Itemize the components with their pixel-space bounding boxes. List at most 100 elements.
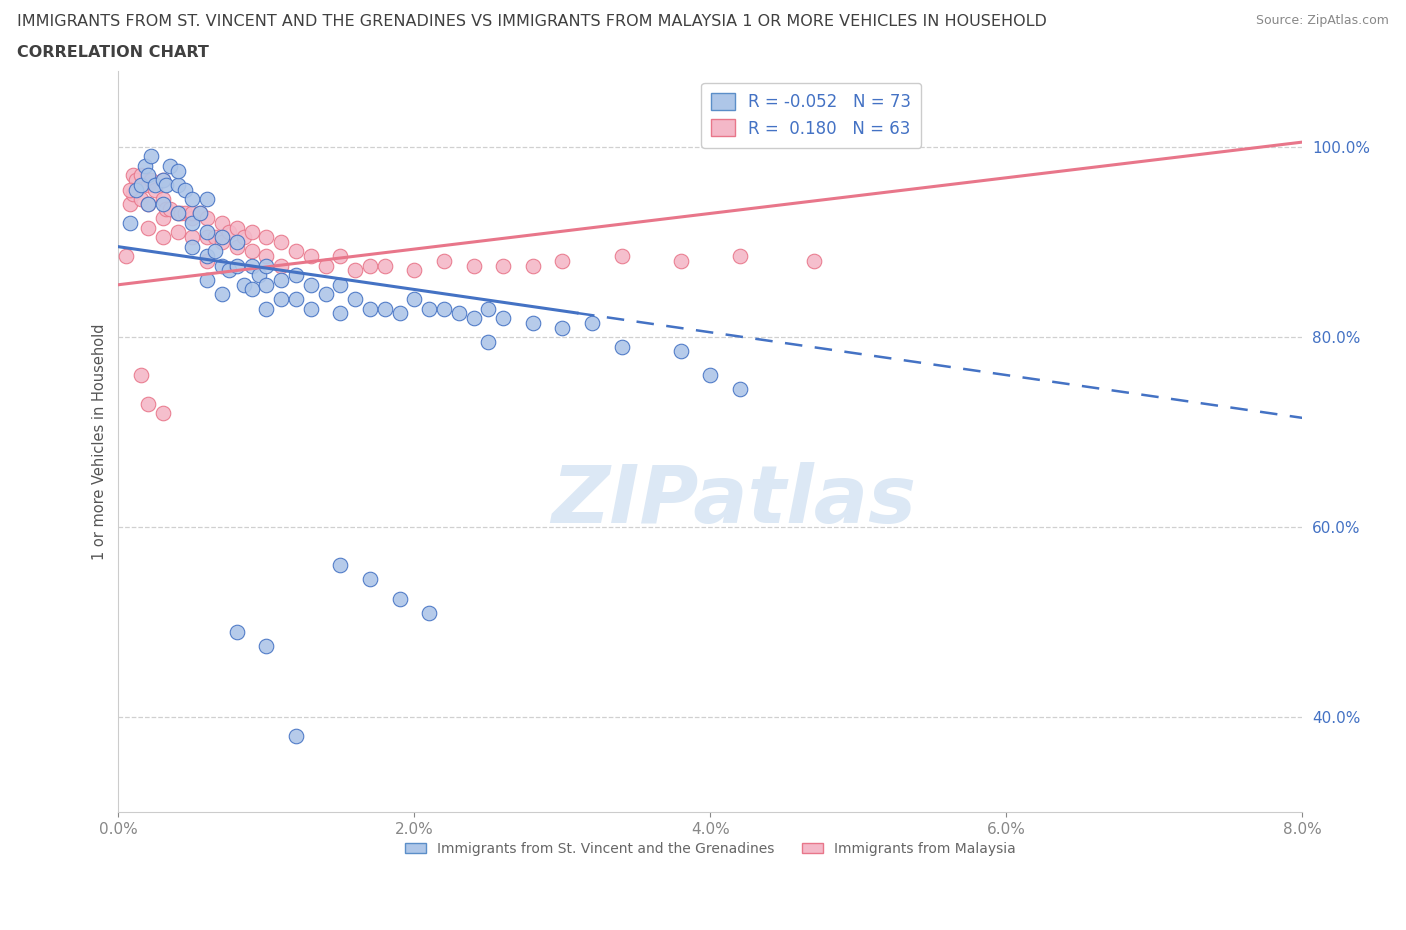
Point — [285, 292, 308, 307]
Point — [285, 729, 308, 744]
Point — [463, 311, 485, 325]
Point — [344, 263, 367, 278]
Point — [181, 192, 204, 206]
Point — [115, 248, 138, 263]
Point — [270, 234, 292, 249]
Point — [477, 335, 499, 350]
Point — [145, 182, 167, 197]
Point — [195, 254, 218, 269]
Text: CORRELATION CHART: CORRELATION CHART — [17, 45, 208, 60]
Point — [522, 259, 544, 273]
Point — [329, 277, 352, 292]
Point — [315, 286, 337, 301]
Point — [181, 211, 204, 226]
Point — [315, 259, 337, 273]
Point — [359, 301, 381, 316]
Y-axis label: 1 or more Vehicles in Household: 1 or more Vehicles in Household — [93, 324, 107, 560]
Point — [240, 282, 263, 297]
Point — [433, 254, 456, 269]
Point — [254, 639, 277, 654]
Point — [125, 173, 148, 188]
Point — [669, 254, 692, 269]
Point — [174, 206, 197, 220]
Point — [195, 272, 218, 287]
Point — [195, 192, 218, 206]
Point — [388, 591, 411, 606]
Point — [152, 192, 174, 206]
Point — [344, 292, 367, 307]
Point — [492, 311, 515, 325]
Point — [211, 259, 233, 273]
Point — [136, 196, 159, 211]
Point — [225, 624, 247, 639]
Point — [418, 605, 440, 620]
Point — [181, 239, 204, 254]
Point — [129, 367, 152, 382]
Point — [211, 286, 233, 301]
Point — [329, 306, 352, 321]
Point — [404, 263, 426, 278]
Point — [136, 396, 159, 411]
Point — [240, 259, 263, 273]
Point — [120, 196, 142, 211]
Point — [240, 244, 263, 259]
Point — [166, 178, 188, 193]
Point — [129, 192, 152, 206]
Point — [299, 248, 322, 263]
Point — [155, 178, 177, 193]
Point — [195, 211, 218, 226]
Point — [699, 367, 721, 382]
Point — [418, 301, 440, 316]
Point — [254, 259, 277, 273]
Point — [204, 230, 226, 245]
Point — [374, 301, 396, 316]
Point — [254, 230, 277, 245]
Point — [152, 173, 174, 188]
Point — [136, 178, 159, 193]
Point — [299, 277, 322, 292]
Point — [152, 173, 174, 188]
Point — [120, 182, 142, 197]
Point — [188, 206, 211, 220]
Point — [240, 225, 263, 240]
Point — [122, 168, 145, 183]
Point — [136, 168, 159, 183]
Point — [254, 277, 277, 292]
Point — [129, 168, 152, 183]
Point — [159, 158, 181, 173]
Point — [129, 178, 152, 193]
Point — [477, 301, 499, 316]
Point — [136, 196, 159, 211]
Point — [169, 206, 191, 220]
Point — [225, 220, 247, 235]
Point — [152, 230, 174, 245]
Point — [285, 244, 308, 259]
Point — [374, 259, 396, 273]
Point — [728, 382, 751, 397]
Point — [299, 301, 322, 316]
Point — [233, 277, 256, 292]
Point — [254, 301, 277, 316]
Point — [270, 272, 292, 287]
Point — [359, 259, 381, 273]
Point — [218, 225, 240, 240]
Point — [728, 248, 751, 263]
Point — [155, 201, 177, 216]
Point — [522, 315, 544, 330]
Point — [204, 244, 226, 259]
Point — [181, 206, 204, 220]
Legend: Immigrants from St. Vincent and the Grenadines, Immigrants from Malaysia: Immigrants from St. Vincent and the Gren… — [399, 836, 1021, 861]
Point — [211, 230, 233, 245]
Point — [211, 234, 233, 249]
Point — [270, 292, 292, 307]
Point — [152, 405, 174, 420]
Point — [803, 254, 825, 269]
Point — [134, 158, 156, 173]
Point — [233, 230, 256, 245]
Point — [145, 178, 167, 193]
Text: ZIPatlas: ZIPatlas — [551, 462, 917, 540]
Point — [166, 206, 188, 220]
Point — [174, 182, 197, 197]
Point — [120, 216, 142, 231]
Point — [610, 339, 633, 354]
